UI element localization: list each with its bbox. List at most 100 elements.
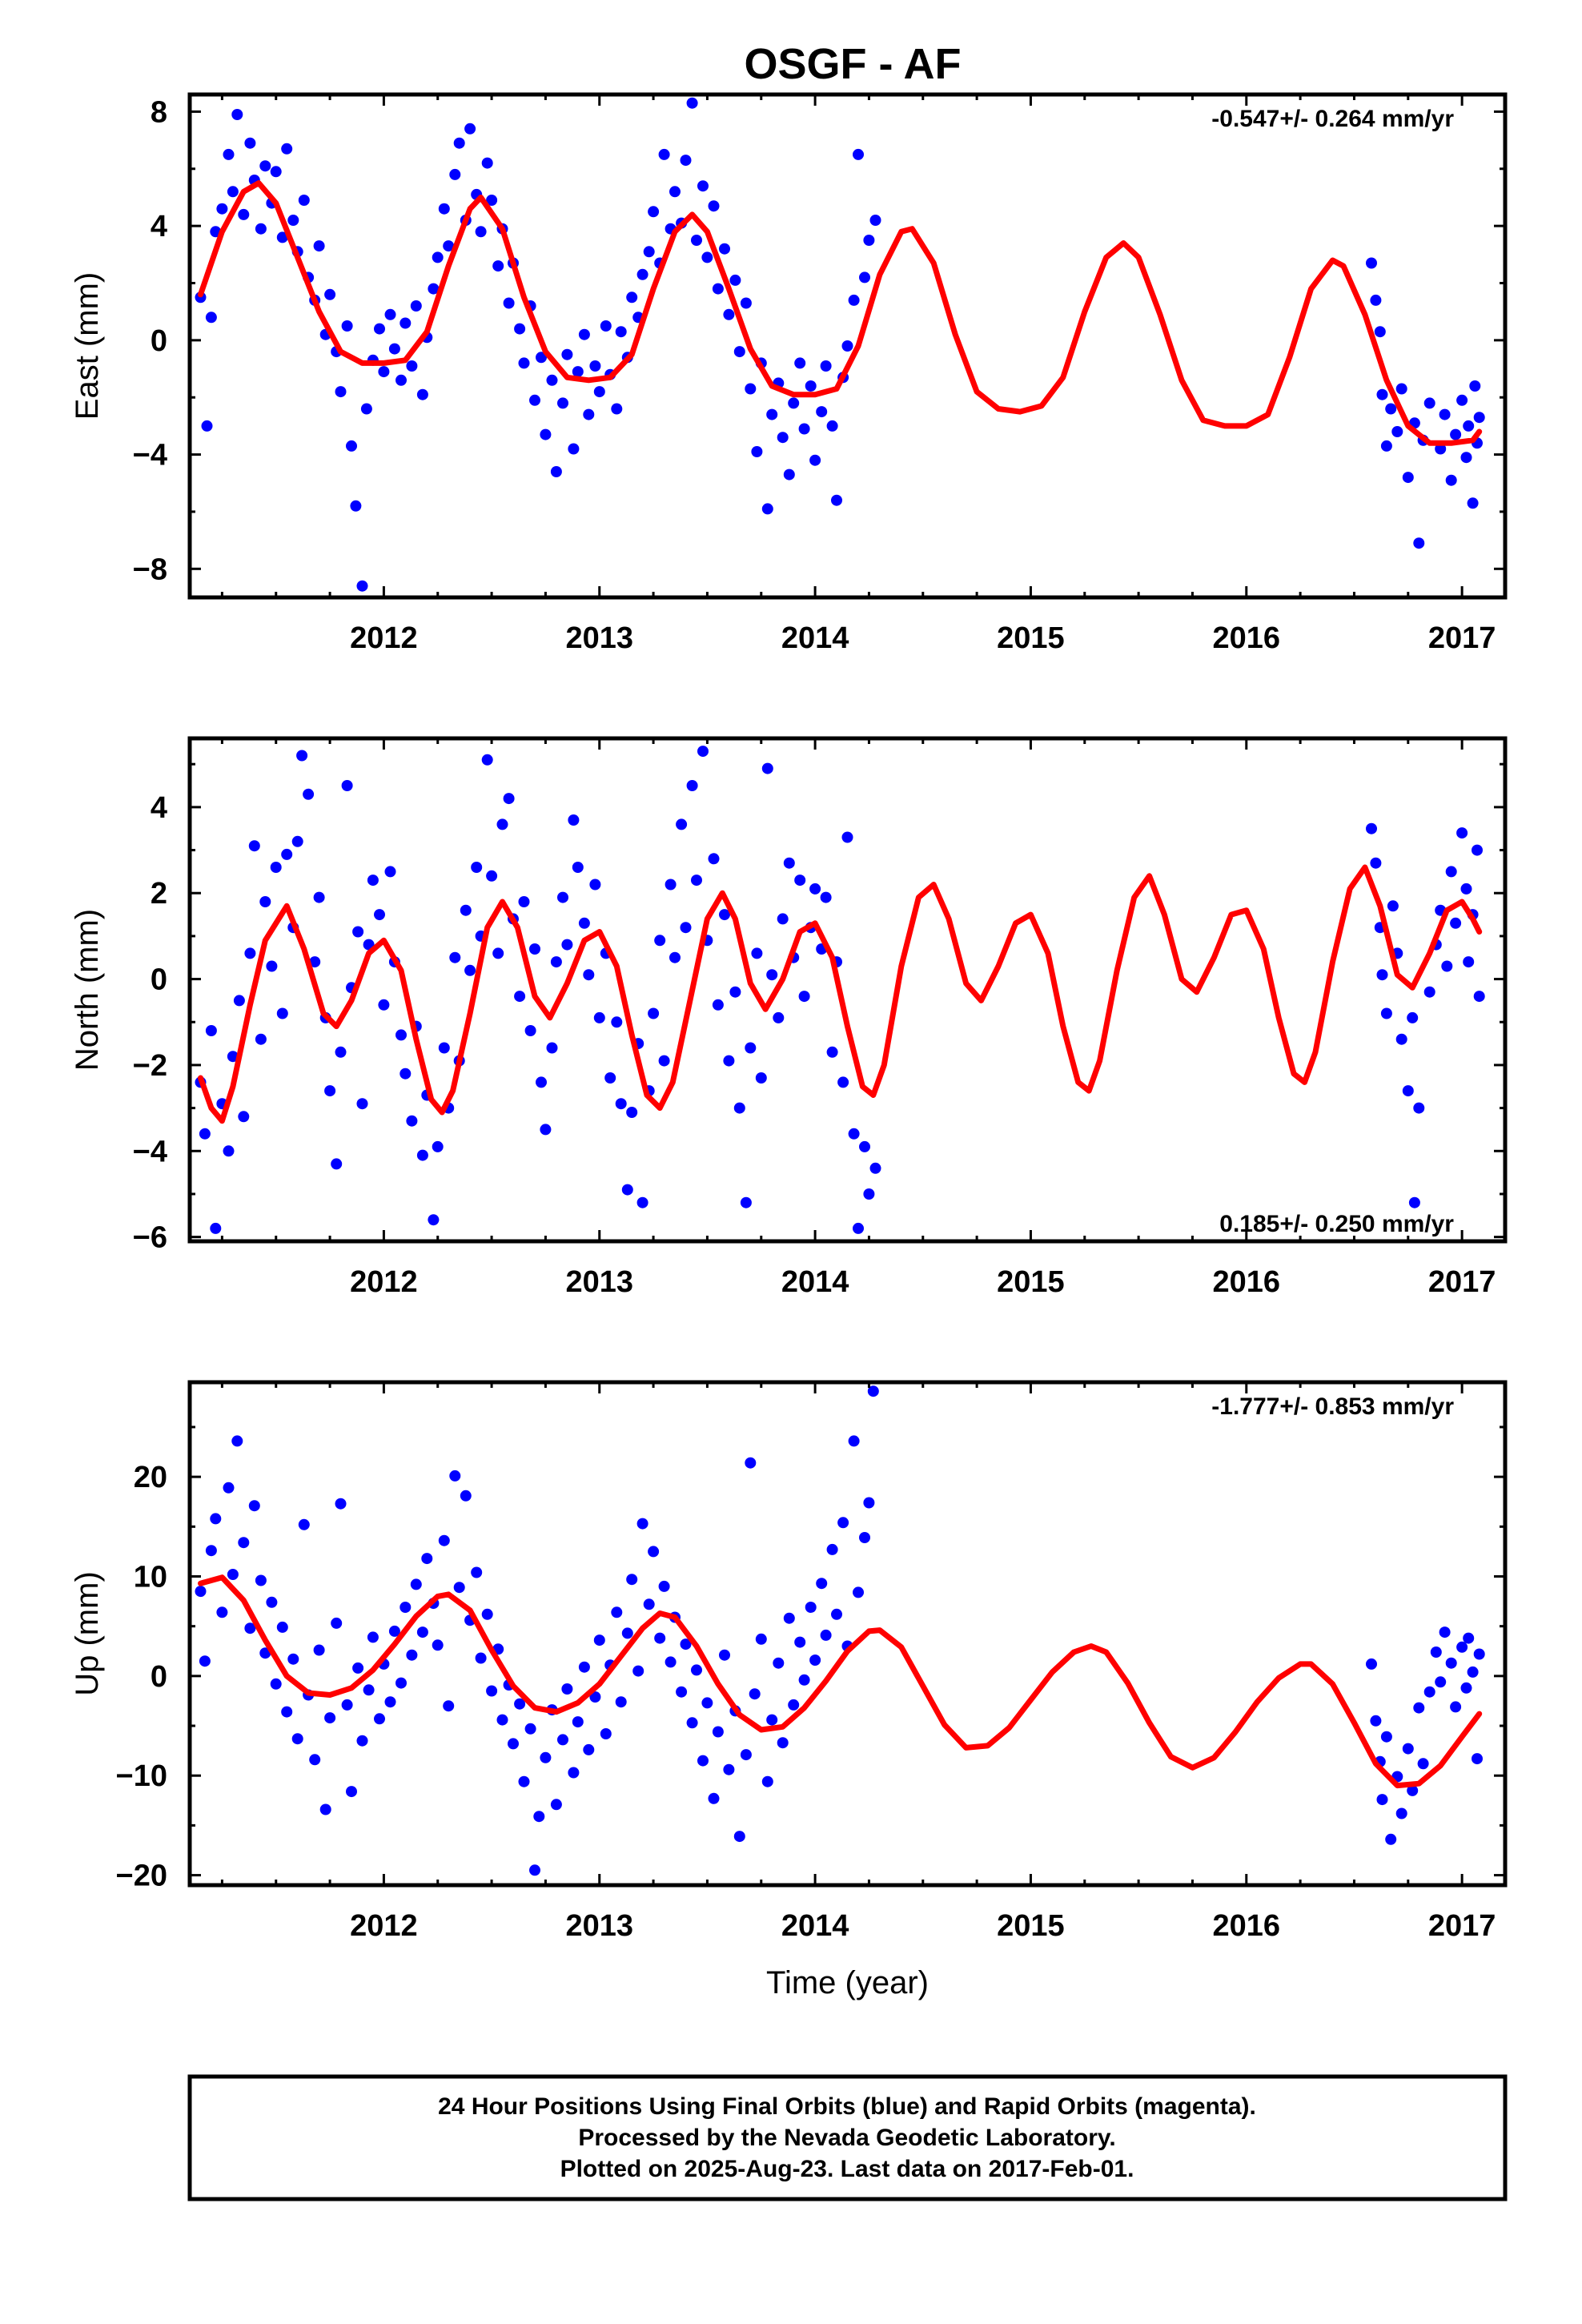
east-data-point: [1385, 403, 1397, 415]
up-data-point: [755, 1633, 767, 1645]
east-data-point: [324, 288, 336, 300]
east-data-point: [259, 160, 271, 172]
east-data-point: [432, 251, 444, 263]
up-data-point: [632, 1665, 644, 1677]
up-data-point: [1413, 1702, 1425, 1714]
east-data-point: [859, 271, 870, 283]
up-data-point: [1366, 1658, 1377, 1670]
up-data-point: [578, 1661, 590, 1673]
east-data-point: [583, 408, 595, 420]
up-data-point: [374, 1713, 385, 1725]
east-y-tick-label: 4: [151, 210, 167, 243]
east-data-point: [691, 235, 702, 246]
east-data-point: [335, 386, 347, 398]
east-data-point: [636, 268, 648, 280]
north-data-point: [1456, 827, 1468, 839]
east-x-tick-label: 2017: [1428, 621, 1496, 655]
up-x-tick-label: 2012: [350, 1909, 418, 1943]
east-data-point: [313, 240, 325, 252]
north-data-point: [572, 862, 584, 873]
east-data-point: [406, 360, 418, 372]
east-data-point: [794, 357, 806, 369]
north-y-tick-label: 2: [151, 877, 167, 911]
north-data-point: [356, 1098, 368, 1110]
up-data-point: [205, 1545, 217, 1557]
north-model-curve: [198, 864, 1483, 1124]
up-y-tick-label: −20: [116, 1860, 167, 1893]
north-data-point: [1441, 960, 1453, 972]
north-data-point: [583, 969, 595, 981]
up-data-point: [788, 1699, 800, 1711]
north-data-point: [550, 956, 562, 968]
north-data-point: [255, 1033, 267, 1045]
east-data-point: [518, 357, 530, 369]
east-data-point: [869, 215, 881, 226]
north-data-point: [296, 750, 308, 762]
north-data-point: [729, 986, 741, 998]
up-data-point: [665, 1656, 677, 1668]
north-data-point: [464, 964, 476, 976]
north-data-point: [503, 793, 515, 805]
north-x-tick-label: 2017: [1428, 1265, 1496, 1299]
north-data-point: [259, 896, 271, 907]
north-data-point: [1423, 986, 1435, 998]
up-data-point: [1472, 1753, 1483, 1765]
north-data-point: [378, 999, 390, 1011]
east-data-point: [1374, 326, 1386, 338]
up-y-tick-label: −10: [116, 1759, 167, 1793]
north-data-point: [324, 1085, 336, 1097]
north-data-point: [1370, 857, 1382, 869]
north-x-tick-label: 2014: [781, 1265, 849, 1299]
up-data-point: [719, 1649, 730, 1661]
up-data-point: [783, 1612, 795, 1624]
east-data-point: [1395, 383, 1407, 395]
east-data-point: [1366, 257, 1377, 269]
up-data-point: [809, 1655, 821, 1666]
east-data-point: [227, 186, 239, 198]
up-x-tick-label: 2013: [565, 1909, 633, 1943]
east-data-point: [1435, 443, 1447, 455]
east-data-point: [1463, 420, 1475, 432]
up-data-point: [346, 1786, 357, 1798]
north-data-point: [481, 754, 493, 766]
north-data-point: [281, 848, 293, 860]
up-data-point: [449, 1470, 461, 1482]
up-data-point: [691, 1664, 702, 1676]
figure-title: OSGF - AF: [745, 40, 962, 88]
east-data-point: [216, 203, 228, 215]
north-data-point: [708, 853, 720, 865]
up-data-point: [648, 1546, 660, 1558]
up-data-point: [701, 1697, 713, 1709]
east-data-point: [1469, 380, 1481, 392]
north-data-point: [438, 1042, 450, 1054]
up-data-point: [514, 1698, 526, 1710]
up-data-point: [313, 1644, 325, 1656]
north-data-point: [1472, 844, 1483, 856]
north-data-point: [1395, 1033, 1407, 1045]
north-data-point: [691, 875, 702, 887]
east-data-point: [766, 408, 778, 420]
north-data-point: [309, 956, 321, 968]
east-y-tick-label: −4: [133, 439, 167, 472]
east-data-point: [723, 308, 735, 320]
north-data-point: [524, 1025, 536, 1036]
east-data-point: [374, 323, 385, 335]
up-data-point: [438, 1534, 450, 1546]
up-data-point: [396, 1677, 407, 1689]
up-data-point: [1445, 1657, 1457, 1669]
north-y-tick-label: 4: [151, 791, 167, 825]
east-data-point: [680, 155, 692, 167]
east-data-point: [346, 440, 357, 452]
up-data-point: [287, 1653, 299, 1665]
north-observations: [195, 746, 1485, 1234]
up-y-tick-label: 10: [134, 1560, 167, 1594]
up-data-point: [298, 1518, 310, 1530]
north-data-point: [837, 1076, 849, 1088]
up-data-point: [1435, 1676, 1447, 1688]
east-data-point: [1402, 472, 1414, 484]
east-data-point: [428, 283, 440, 295]
east-data-point: [1460, 452, 1472, 464]
east-data-point: [648, 206, 660, 218]
north-data-point: [1463, 956, 1475, 968]
